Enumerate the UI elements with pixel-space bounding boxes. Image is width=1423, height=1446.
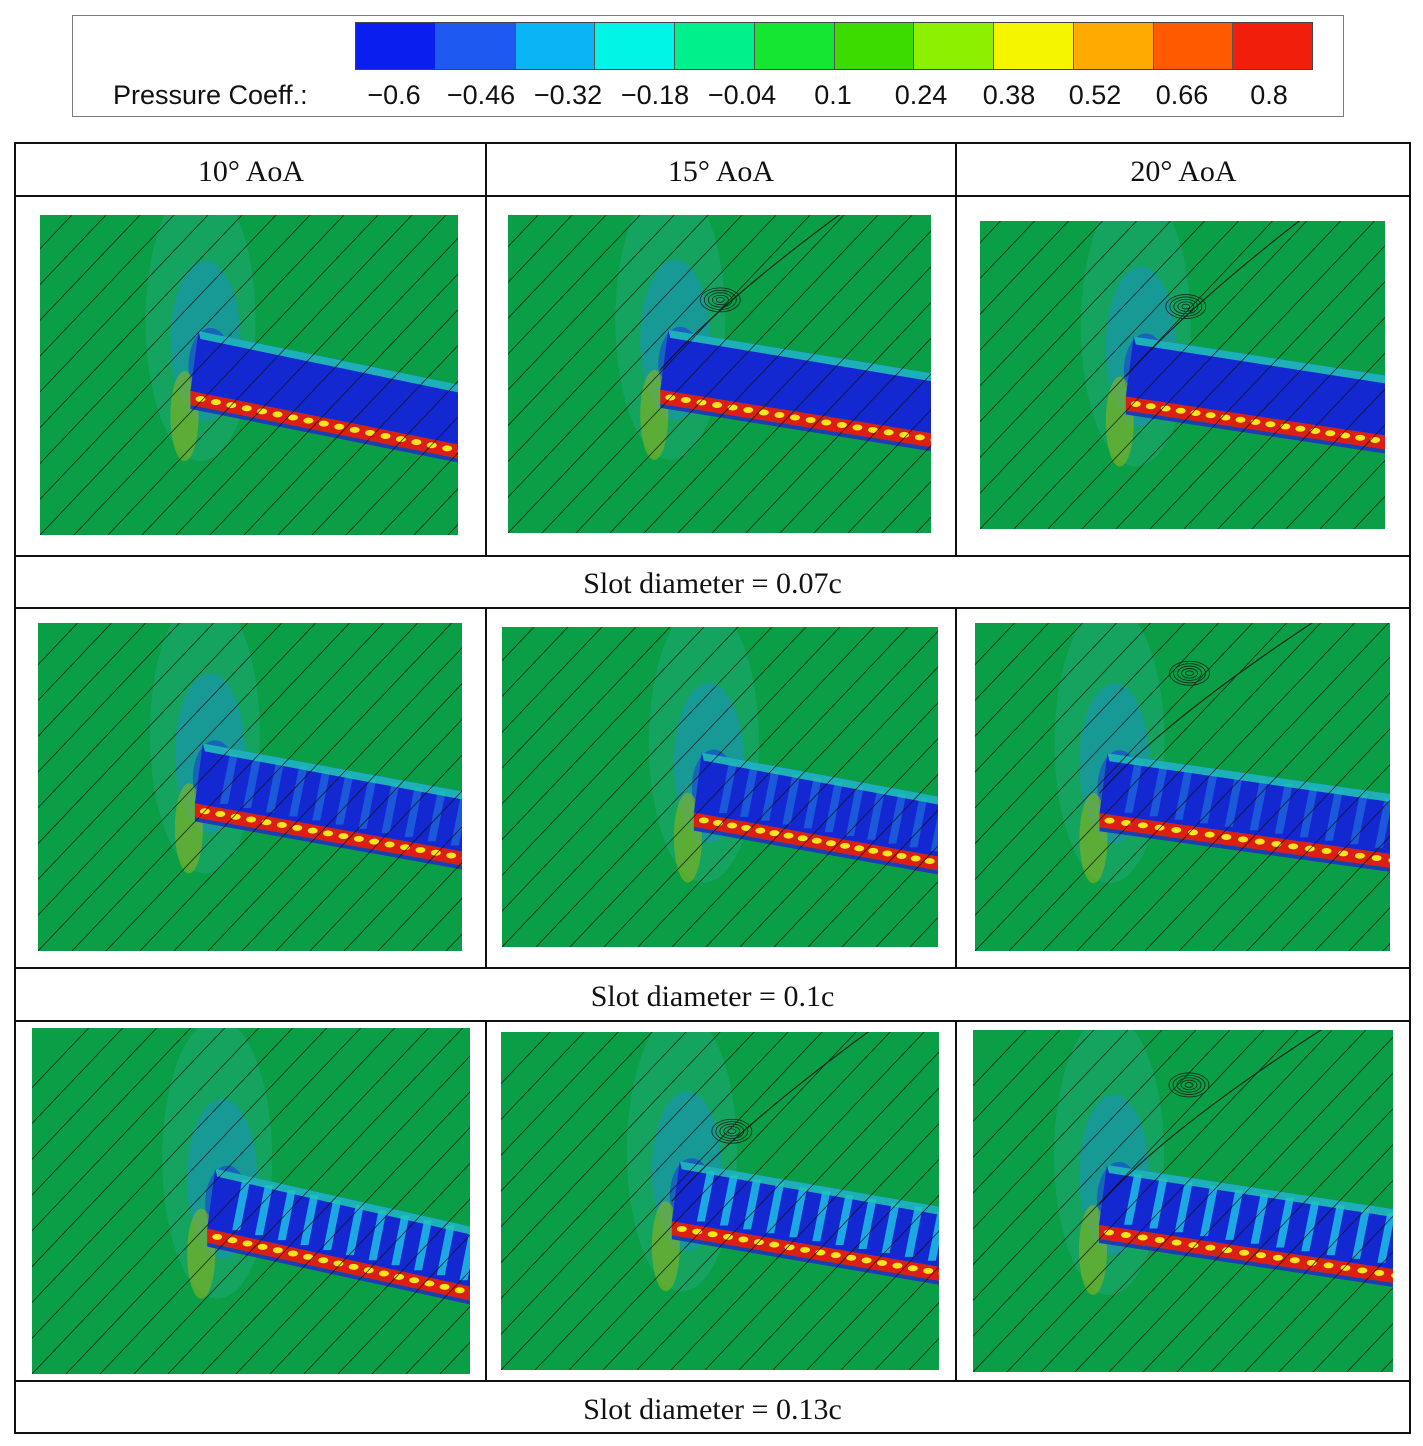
- column-header: 20° AoA: [1130, 155, 1237, 188]
- cfd-contour: [38, 623, 462, 951]
- cfd-contour: [502, 627, 938, 947]
- grid-rule: [16, 1380, 1409, 1382]
- grid-rule: [16, 555, 1409, 557]
- legend-label: Pressure Coeff.:: [113, 80, 308, 110]
- grid-rule: [16, 195, 1409, 197]
- colorbar-cell: [356, 23, 436, 69]
- colorbar-cell: [1233, 23, 1312, 69]
- grid-rule: [16, 967, 1409, 969]
- row-label: Slot diameter = 0.1c: [590, 980, 835, 1013]
- legend-tick: −0.32: [533, 80, 603, 110]
- colorbar-cell: [994, 23, 1074, 69]
- cfd-contour: [973, 1030, 1393, 1372]
- cfd-panel: [502, 627, 938, 947]
- cfd-contour: [32, 1028, 470, 1374]
- legend-tick: −0.04: [707, 80, 777, 110]
- colorbar-cell: [435, 23, 516, 69]
- cfd-panel: [508, 215, 931, 533]
- cfd-panel: [975, 623, 1390, 951]
- figure-grid: 10° AoA 15° AoA 20° AoA Slot diameter = …: [14, 142, 1411, 1434]
- cfd-panel: [980, 221, 1385, 529]
- legend-tick: 0.38: [982, 80, 1036, 110]
- colorbar-cell: [595, 23, 675, 69]
- row-label: Slot diameter = 0.07c: [583, 567, 842, 600]
- cfd-panel: [40, 215, 458, 535]
- grid-rule: [16, 607, 1409, 609]
- colorbar-cell: [675, 23, 755, 69]
- colorbar-cell: [834, 23, 915, 69]
- legend-tick: −0.46: [446, 80, 516, 110]
- pressure-legend: Pressure Coeff.: −0.6 −0.46 −0.32 −0.18 …: [72, 15, 1344, 117]
- legend-tick: 0.52: [1068, 80, 1122, 110]
- colorbar-cell: [754, 23, 835, 69]
- grid-rule: [955, 607, 957, 967]
- legend-tick: 0.1: [814, 80, 852, 110]
- legend-tick: 0.24: [894, 80, 948, 110]
- colorbar-cell: [1073, 23, 1154, 69]
- colorbar-cell: [1153, 23, 1234, 69]
- row-label: Slot diameter = 0.13c: [583, 1393, 842, 1426]
- cfd-contour: [501, 1032, 939, 1370]
- grid-rule: [955, 1020, 957, 1380]
- grid-rule: [485, 144, 487, 555]
- legend-tick: −0.18: [620, 80, 690, 110]
- legend-tick: 0.8: [1250, 80, 1288, 110]
- cfd-contour: [980, 221, 1385, 529]
- column-header: 10° AoA: [197, 155, 305, 188]
- cfd-contour: [40, 215, 458, 535]
- colorbar: [355, 22, 1313, 70]
- legend-tick: 0.66: [1155, 80, 1209, 110]
- grid-rule: [485, 607, 487, 967]
- grid-rule: [955, 144, 957, 555]
- cfd-contour: [508, 215, 931, 533]
- cfd-panel: [32, 1028, 470, 1374]
- legend-tick: −0.6: [367, 80, 421, 110]
- column-header: 15° AoA: [667, 155, 775, 188]
- colorbar-cell: [914, 23, 994, 69]
- cfd-panel: [38, 623, 462, 951]
- cfd-panel: [501, 1032, 939, 1370]
- grid-rule: [485, 1020, 487, 1380]
- cfd-panel: [973, 1030, 1393, 1372]
- colorbar-cell: [515, 23, 596, 69]
- grid-rule: [16, 1020, 1409, 1022]
- cfd-contour: [975, 623, 1390, 951]
